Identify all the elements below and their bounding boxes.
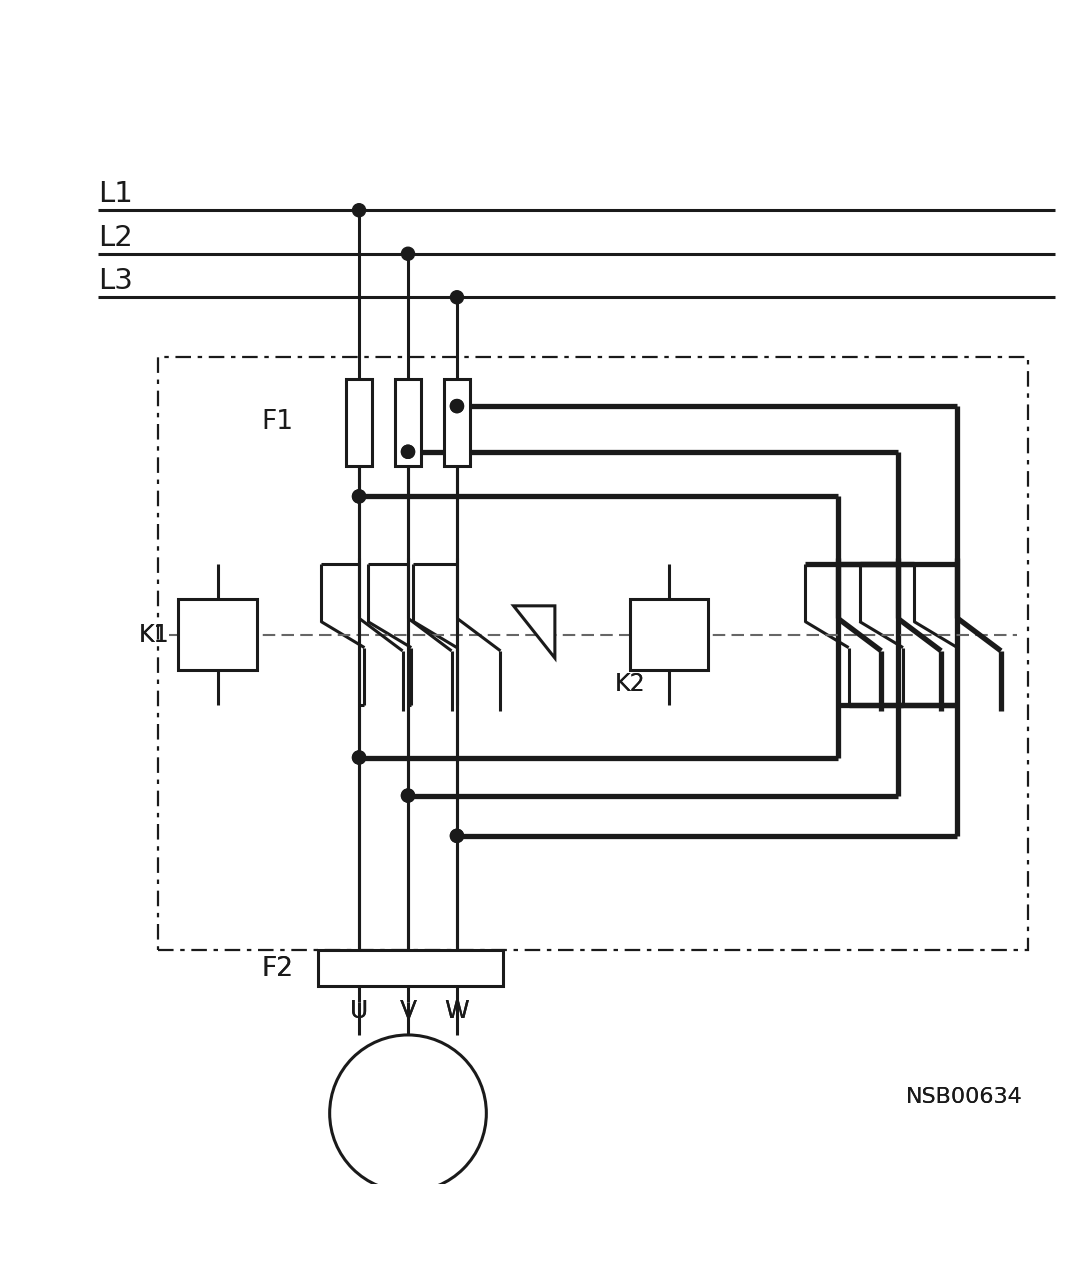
Text: L1: L1 <box>98 180 133 209</box>
Circle shape <box>401 445 415 458</box>
Text: K2: K2 <box>615 672 645 695</box>
Text: L2: L2 <box>98 224 133 252</box>
Circle shape <box>450 291 463 303</box>
Bar <box>444 379 470 466</box>
Text: W: W <box>445 998 469 1023</box>
Circle shape <box>401 788 415 803</box>
Circle shape <box>353 751 366 764</box>
Text: M: M <box>393 1088 423 1117</box>
Circle shape <box>450 829 463 842</box>
Circle shape <box>450 399 463 412</box>
Text: W: W <box>445 998 469 1023</box>
Circle shape <box>330 1036 486 1192</box>
Text: NSB00634: NSB00634 <box>906 1087 1023 1107</box>
Bar <box>158 357 1028 950</box>
Text: L3: L3 <box>98 268 133 296</box>
Text: K2: K2 <box>615 672 645 695</box>
Bar <box>630 599 708 669</box>
Bar <box>346 379 372 466</box>
Circle shape <box>353 490 366 503</box>
Bar <box>178 599 257 669</box>
Circle shape <box>450 399 463 412</box>
Circle shape <box>353 751 366 764</box>
Text: V: V <box>399 998 417 1023</box>
Text: K1: K1 <box>138 622 169 646</box>
Circle shape <box>353 490 366 503</box>
Text: 3~: 3~ <box>391 1126 425 1151</box>
Text: F1: F1 <box>262 410 294 435</box>
Polygon shape <box>514 605 555 658</box>
Circle shape <box>401 247 415 260</box>
Bar <box>318 950 503 986</box>
Circle shape <box>353 204 366 216</box>
Circle shape <box>450 829 463 842</box>
Text: U: U <box>350 998 368 1023</box>
Text: NSB00634: NSB00634 <box>906 1087 1023 1107</box>
Text: V: V <box>399 998 417 1023</box>
Circle shape <box>401 788 415 803</box>
Bar <box>395 379 421 466</box>
Text: F2: F2 <box>262 956 294 982</box>
Text: K1: K1 <box>138 622 169 646</box>
Text: U: U <box>350 998 368 1023</box>
Text: F2: F2 <box>262 956 294 982</box>
Circle shape <box>401 445 415 458</box>
